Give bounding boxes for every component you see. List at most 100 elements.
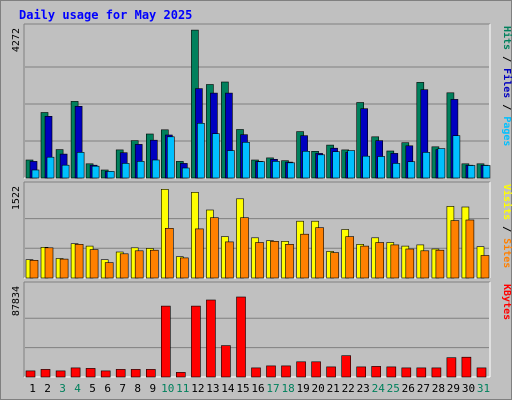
bar-hits-pages-day-10 [167, 136, 175, 179]
bar-visits-sites-day-19 [300, 233, 309, 279]
bar-hits-pages-day-7 [121, 163, 130, 179]
bar-kbytes-kbytes-day-26 [401, 367, 412, 378]
bar-kbytes-kbytes-day-15 [236, 296, 246, 378]
bar-visits-sites-day-26 [405, 248, 415, 279]
x-tick-label: 6 [104, 382, 111, 395]
bar-kbytes-kbytes-day-2 [40, 369, 51, 378]
bar-kbytes-kbytes-day-8 [130, 369, 141, 378]
bar-kbytes-kbytes-day-20 [311, 361, 321, 378]
bar-kbytes-kbytes-day-1 [25, 370, 36, 378]
side-labels-hits: Hits / Files / Pages [501, 26, 512, 146]
bar-visits-sites-day-8 [134, 250, 144, 279]
x-tick-label: 24 [372, 382, 386, 395]
bar-visits-sites-day-21 [330, 252, 339, 279]
bar-hits-pages-day-19 [302, 151, 310, 179]
x-tick-label: 29 [447, 382, 460, 395]
x-tick-label: 13 [206, 382, 219, 395]
bar-kbytes-kbytes-day-9 [146, 369, 156, 378]
bar-kbytes-kbytes-day-21 [326, 366, 336, 378]
x-tick-label: 2 [44, 382, 51, 395]
bar-hits-pages-day-26 [407, 161, 416, 179]
x-tick-label: 14 [221, 382, 235, 395]
x-tick-label: 10 [161, 382, 174, 395]
bar-visits-sites-day-13 [210, 217, 219, 279]
bar-kbytes-kbytes-day-11 [176, 372, 186, 378]
bar-kbytes-kbytes-day-7 [115, 369, 126, 378]
bar-visits-sites-day-23 [360, 245, 370, 279]
bar-visits-sites-day-1 [29, 259, 39, 279]
side-label-hits: Hits [501, 26, 512, 50]
ymax-label-visits: 1522 [11, 186, 22, 210]
x-tick-label: 3 [59, 382, 66, 395]
x-tick-label: 19 [296, 382, 309, 395]
bar-kbytes-kbytes-day-13 [206, 299, 216, 378]
bar-visits-sites-day-5 [89, 249, 99, 279]
bar-hits-pages-day-29 [452, 135, 461, 179]
bar-hits-pages-day-30 [467, 165, 476, 179]
bar-visits-sites-day-30 [465, 219, 475, 279]
bar-kbytes-kbytes-day-6 [100, 370, 111, 378]
bar-hits-pages-day-1 [31, 169, 40, 179]
bar-visits-sites-day-3 [59, 258, 69, 279]
bar-visits-sites-day-9 [150, 249, 159, 279]
bar-kbytes-kbytes-day-23 [356, 366, 367, 378]
bar-hits-pages-day-28 [437, 148, 446, 179]
bar-kbytes-kbytes-day-22 [341, 355, 352, 378]
bar-hits-pages-day-18 [287, 162, 295, 179]
bar-visits-sites-day-15 [240, 217, 249, 279]
bar-hits-pages-day-5 [91, 165, 100, 179]
x-tick-label: 12 [191, 382, 204, 395]
panel-kbytes [24, 282, 490, 377]
ymax-label-hits: 4272 [11, 28, 22, 52]
bar-kbytes-kbytes-day-30 [461, 356, 472, 378]
bar-hits-pages-day-22 [347, 150, 356, 179]
bar-kbytes-kbytes-day-25 [386, 366, 397, 378]
bar-hits-pages-day-24 [377, 156, 386, 179]
bar-visits-sites-day-31 [480, 255, 490, 279]
bar-hits-pages-day-4 [76, 152, 85, 179]
x-tick-label: 23 [357, 382, 370, 395]
x-tick-label: 20 [311, 382, 324, 395]
chart-title: Daily usage for May 2025 [19, 8, 193, 22]
bar-visits-sites-day-22 [345, 236, 355, 279]
bar-kbytes-kbytes-day-16 [251, 367, 261, 378]
bar-hits-pages-day-17 [272, 161, 280, 179]
x-tick-label: 31 [477, 382, 490, 395]
bar-hits-pages-day-25 [392, 163, 401, 179]
bar-kbytes-kbytes-day-17 [266, 365, 276, 378]
side-label-visits: Visits [501, 184, 512, 220]
bar-kbytes-kbytes-day-29 [446, 357, 457, 378]
bar-visits-sites-day-6 [104, 262, 114, 279]
bar-visits-sites-day-16 [255, 242, 264, 279]
bar-visits-sites-day-10 [165, 228, 174, 279]
x-tick-label: 25 [387, 382, 400, 395]
bar-visits-sites-day-11 [180, 257, 189, 279]
bar-hits-pages-day-2 [46, 156, 55, 179]
x-tick-label: 17 [266, 382, 279, 395]
bar-kbytes-kbytes-day-10 [161, 305, 171, 378]
bar-kbytes-kbytes-day-18 [281, 365, 291, 378]
side-label-pages: Pages [501, 116, 512, 146]
bar-kbytes-kbytes-day-24 [371, 366, 382, 378]
bar-kbytes-kbytes-day-31 [476, 367, 487, 378]
side-labels-kbytes: KBytes [501, 284, 512, 320]
bar-visits-sites-day-18 [285, 244, 294, 279]
bar-hits-pages-day-13 [212, 133, 220, 179]
bar-hits-pages-day-11 [182, 167, 190, 179]
side-label-files: Files [501, 68, 512, 98]
bar-kbytes-kbytes-day-3 [55, 370, 66, 378]
bar-visits-sites-day-14 [225, 241, 234, 279]
x-tick-label: 4 [74, 382, 81, 395]
x-tick-label: 26 [402, 382, 415, 395]
bar-visits-sites-day-25 [390, 244, 400, 279]
bar-kbytes-kbytes-day-14 [221, 345, 231, 378]
bar-hits-pages-day-31 [482, 165, 491, 179]
x-tick-label: 28 [432, 382, 445, 395]
x-tick-label: 5 [89, 382, 96, 395]
bar-hits-pages-day-12 [197, 123, 205, 179]
bar-hits-pages-day-21 [332, 151, 340, 179]
bar-kbytes-kbytes-day-12 [191, 305, 201, 378]
bar-visits-sites-day-7 [119, 253, 129, 279]
side-labels-visits: Visits / Sites [501, 184, 512, 268]
